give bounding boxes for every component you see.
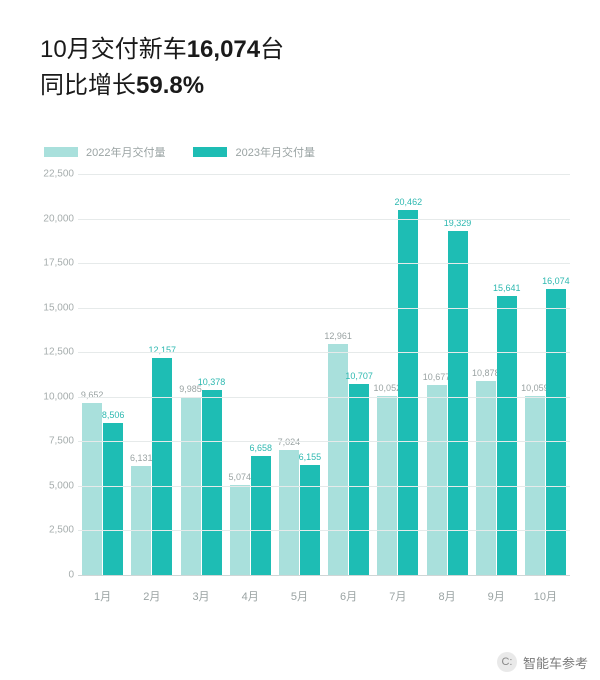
legend-label: 2022年月交付量 bbox=[86, 144, 165, 160]
y-tick-label: 15,000 bbox=[40, 302, 74, 313]
bar-value-label: 5,074 bbox=[228, 472, 251, 482]
title-line-1: 10月交付新车16,074台 bbox=[40, 32, 570, 68]
x-tick-label: 5月 bbox=[275, 580, 324, 604]
bar-group: 9,6528,506 bbox=[78, 174, 127, 575]
bar-value-label: 10,878 bbox=[472, 368, 500, 378]
bar-group: 12,961 10,707 bbox=[324, 174, 373, 575]
bar: 6,155 bbox=[300, 465, 320, 575]
bar-value-label: 6,658 bbox=[249, 443, 272, 453]
bar-value-label: 6,131 bbox=[130, 453, 153, 463]
y-tick-label: 5,000 bbox=[40, 480, 74, 491]
bar: 15,641 bbox=[497, 296, 517, 575]
title-bold-1: 16,074 bbox=[187, 36, 260, 63]
x-axis-labels: 1月2月3月4月5月6月7月8月9月10月 bbox=[78, 580, 570, 604]
bar-group: 10,67719,329 bbox=[422, 174, 471, 575]
y-tick-label: 20,000 bbox=[40, 213, 74, 224]
bar-group: 9,98510,378 bbox=[176, 174, 225, 575]
grid-line bbox=[78, 308, 570, 309]
bar: 7,024 bbox=[279, 450, 299, 575]
title-block: 10月交付新车16,074台 同比增长59.8% bbox=[40, 32, 570, 104]
bar: 20,462 bbox=[398, 210, 418, 575]
bar-value-label: 10,059 bbox=[521, 383, 549, 393]
bar-value-label: 16,074 bbox=[542, 276, 570, 286]
x-tick-label: 2月 bbox=[127, 580, 176, 604]
bar-value-label: 12,157 bbox=[149, 345, 177, 355]
bar: 6,658 bbox=[251, 456, 271, 575]
title-prefix-1: 10月交付新车 bbox=[40, 36, 187, 63]
bar: 9,652 bbox=[82, 403, 102, 575]
bar-group: 6,13112,157 bbox=[127, 174, 176, 575]
plot-area: 9,6528,5066,13112,1579,98510,3785,0746,6… bbox=[78, 174, 570, 576]
bars-container: 9,6528,5066,13112,1579,98510,3785,0746,6… bbox=[78, 174, 570, 575]
bar: 16,074 bbox=[546, 289, 566, 575]
bar-value-label: 6,155 bbox=[299, 452, 322, 462]
y-tick-label: 10,000 bbox=[40, 391, 74, 402]
bar-value-label: 9,652 bbox=[81, 390, 104, 400]
bar: 10,378 bbox=[202, 390, 222, 575]
legend-item: 2022年月交付量 bbox=[44, 144, 165, 160]
grid-line bbox=[78, 397, 570, 398]
grid-line bbox=[78, 219, 570, 220]
bar-group: 10,87815,641 bbox=[472, 174, 521, 575]
wechat-icon: C: bbox=[497, 652, 517, 672]
bar-group: 10,05916,074 bbox=[521, 174, 570, 575]
bar: 10,878 bbox=[476, 381, 496, 575]
bar-group: 5,0746,658 bbox=[226, 174, 275, 575]
grid-line bbox=[78, 352, 570, 353]
y-tick-label: 0 bbox=[40, 570, 74, 581]
title-line-2: 同比增长59.8% bbox=[40, 68, 570, 104]
x-tick-label: 7月 bbox=[373, 580, 422, 604]
bar: 12,157 bbox=[152, 358, 172, 575]
grid-line bbox=[78, 441, 570, 442]
legend-label: 2023年月交付量 bbox=[235, 144, 314, 160]
bar: 10,677 bbox=[427, 385, 447, 575]
watermark-text: 智能车参考 bbox=[523, 653, 588, 672]
bar-value-label: 15,641 bbox=[493, 283, 521, 293]
bar: 8,506 bbox=[103, 423, 123, 575]
title-suffix-1: 台 bbox=[260, 36, 284, 63]
x-tick-label: 10月 bbox=[521, 580, 570, 604]
grid-line bbox=[78, 530, 570, 531]
legend-item: 2023年月交付量 bbox=[193, 144, 314, 160]
legend: 2022年月交付量 2023年月交付量 bbox=[44, 144, 570, 160]
bar-value-label: 12,961 bbox=[324, 331, 352, 341]
x-tick-label: 4月 bbox=[226, 580, 275, 604]
legend-swatch bbox=[44, 147, 78, 157]
bar: 19,329 bbox=[448, 231, 468, 575]
x-tick-label: 3月 bbox=[176, 580, 225, 604]
title-prefix-2: 同比增长 bbox=[40, 72, 136, 99]
bar-value-label: 8,506 bbox=[102, 410, 125, 420]
x-tick-label: 8月 bbox=[422, 580, 471, 604]
x-tick-label: 6月 bbox=[324, 580, 373, 604]
grid-line bbox=[78, 263, 570, 264]
y-tick-label: 12,500 bbox=[40, 347, 74, 358]
y-tick-label: 7,500 bbox=[40, 436, 74, 447]
x-tick-label: 9月 bbox=[472, 580, 521, 604]
bar-group: 10,05220,462 bbox=[373, 174, 422, 575]
y-tick-label: 2,500 bbox=[40, 525, 74, 536]
bar-chart: 9,6528,5066,13112,1579,98510,3785,0746,6… bbox=[40, 174, 570, 604]
y-tick-label: 17,500 bbox=[40, 258, 74, 269]
grid-line bbox=[78, 174, 570, 175]
watermark: C: 智能车参考 bbox=[497, 652, 588, 672]
y-tick-label: 22,500 bbox=[40, 169, 74, 180]
bar-value-label: 10,677 bbox=[423, 372, 451, 382]
grid-line bbox=[78, 486, 570, 487]
bar-value-label: 20,462 bbox=[395, 197, 423, 207]
bar: 10,707 bbox=[349, 384, 369, 575]
x-tick-label: 1月 bbox=[78, 580, 127, 604]
bar-value-label: 10,052 bbox=[374, 383, 402, 393]
bar-group: 7,0246,155 bbox=[275, 174, 324, 575]
legend-swatch bbox=[193, 147, 227, 157]
bar-value-label: 10,378 bbox=[198, 377, 226, 387]
bar: 6,131 bbox=[131, 466, 151, 575]
bar-value-label: 10,707 bbox=[345, 371, 373, 381]
title-bold-2: 59.8% bbox=[136, 72, 204, 99]
